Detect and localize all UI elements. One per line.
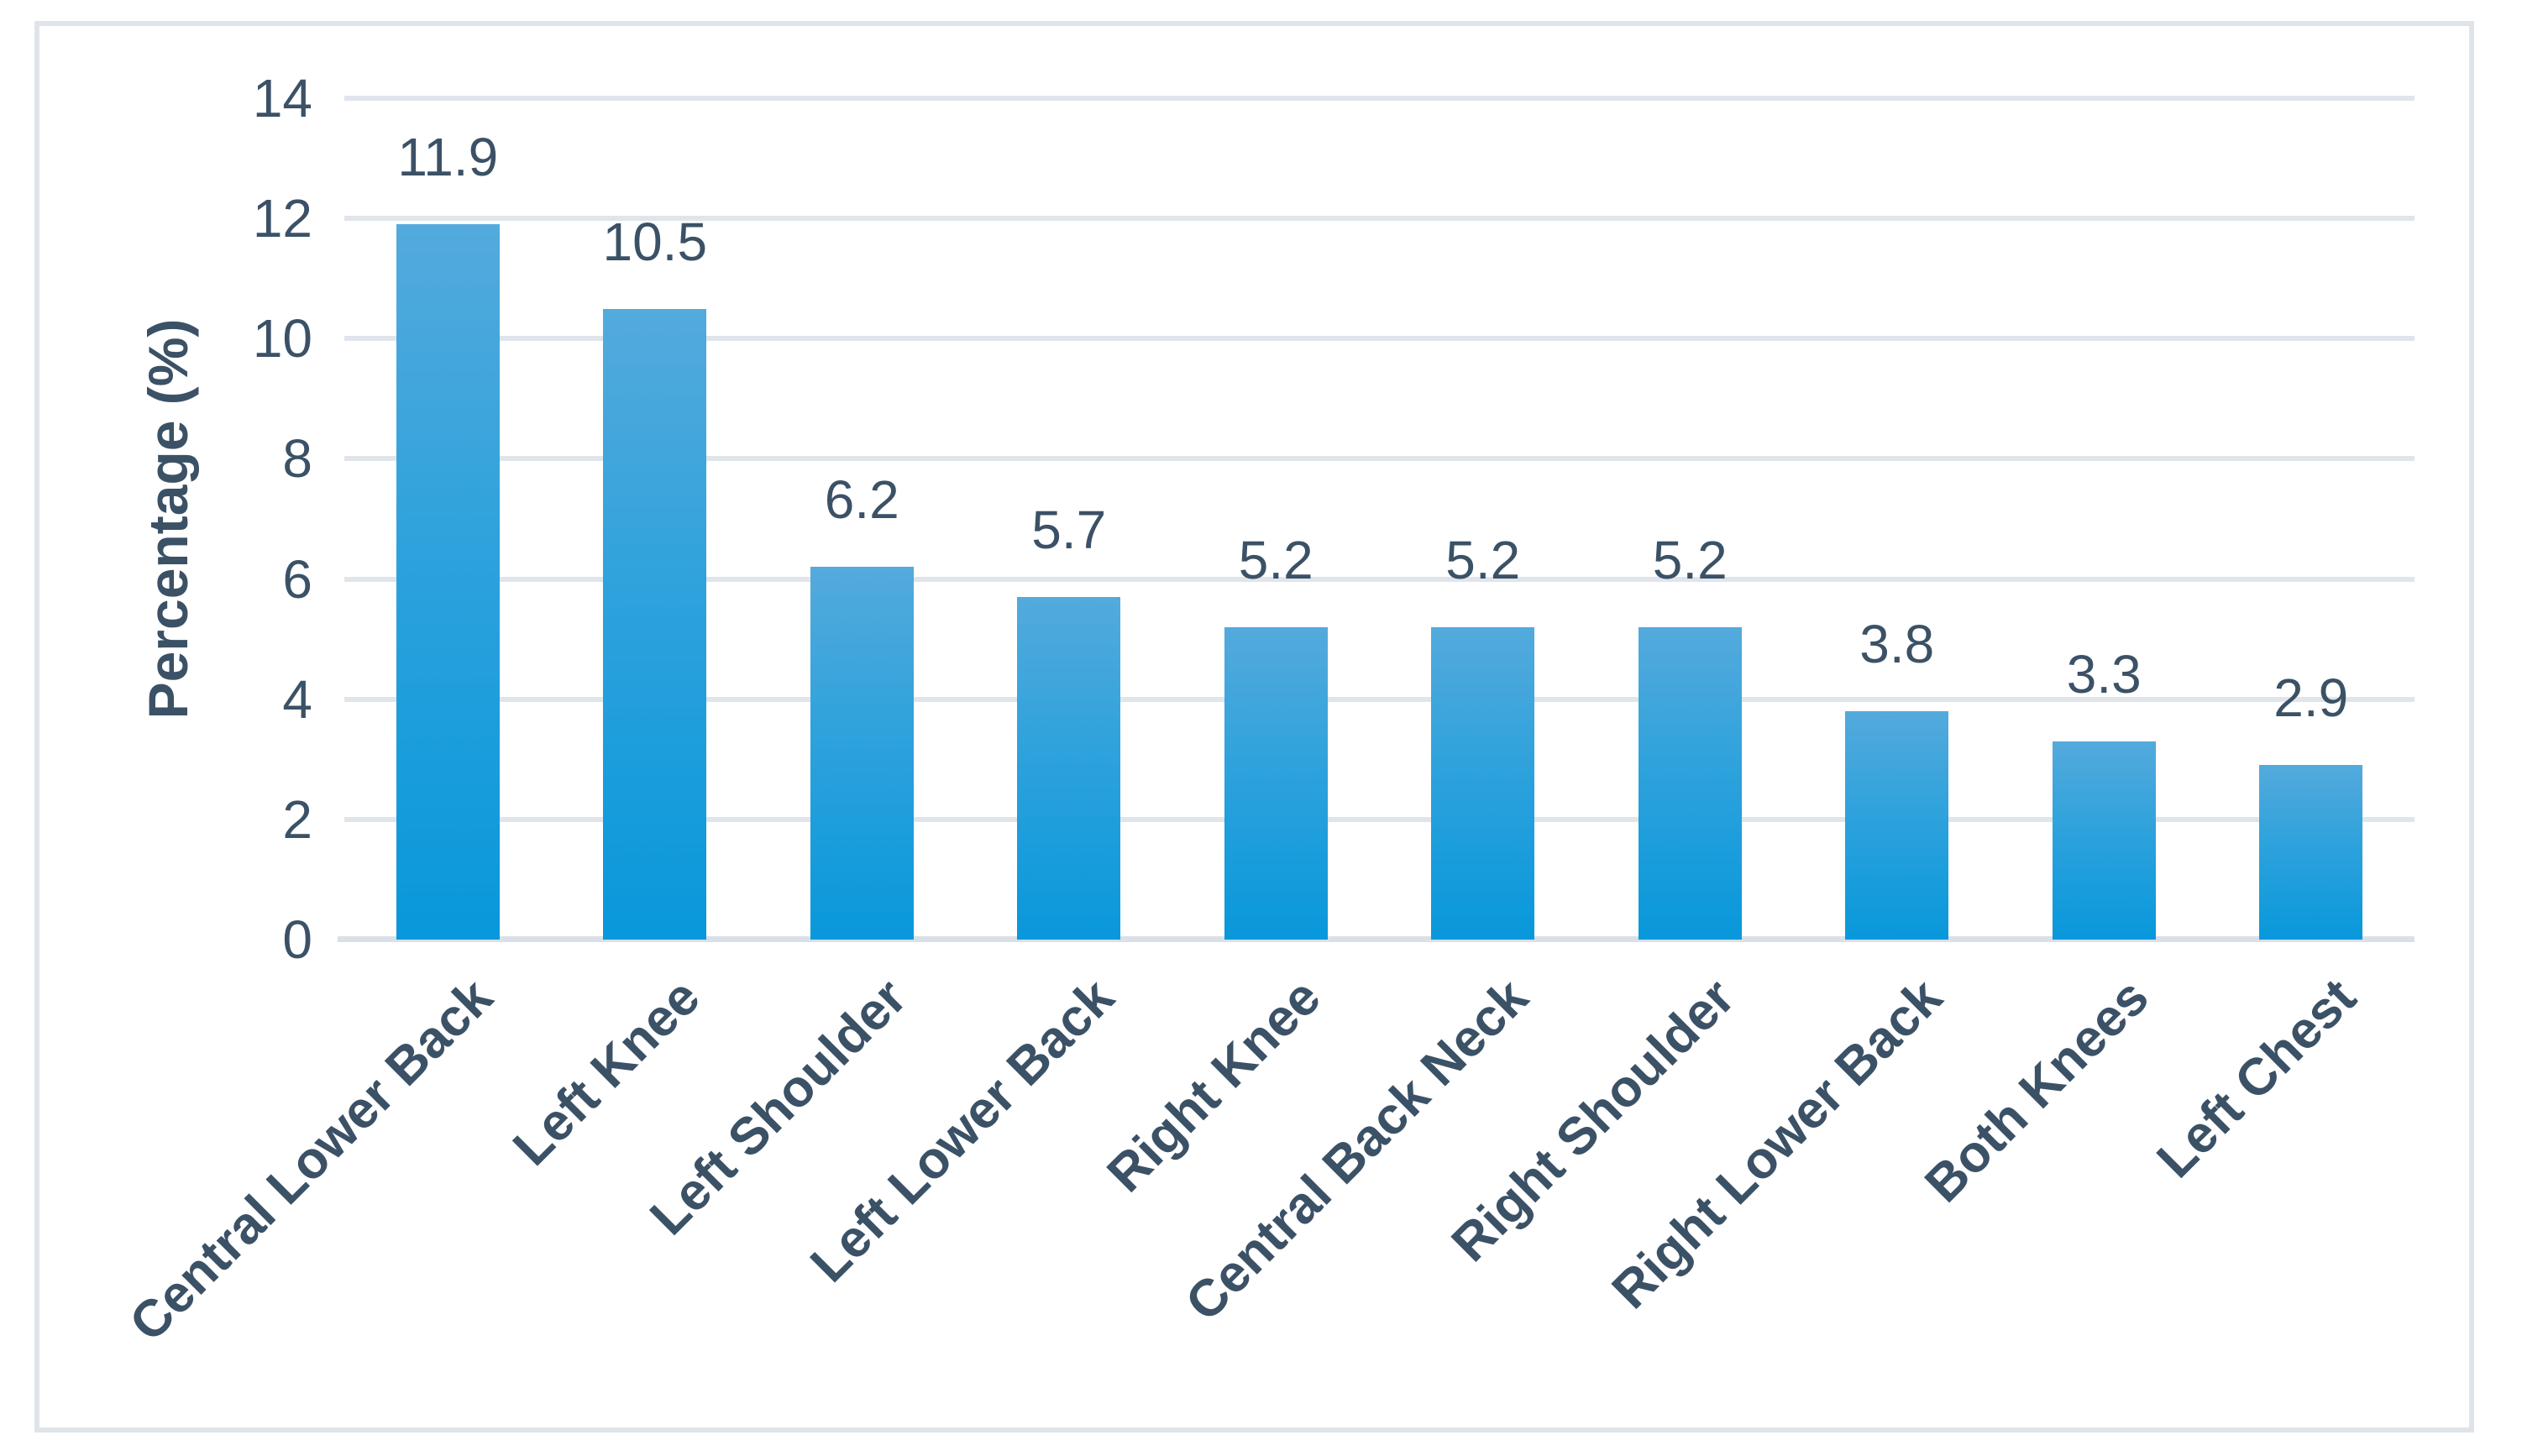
plot-area: 11.9 10.5 6.2 5.7 5.2 5.2 5.2 3.8 3.3 2.9 (338, 96, 2415, 942)
bar-right-shoulder (1638, 626, 1742, 940)
gridline (344, 216, 2415, 222)
y-tick-label-0: 0 (282, 909, 312, 970)
gridline (344, 96, 2415, 101)
y-tick-label-6: 6 (282, 548, 312, 610)
y-tick-label-14: 14 (252, 68, 312, 128)
bar-value-label: 6.2 (824, 469, 899, 531)
bar-left-knee (603, 308, 707, 940)
bar-value-label: 5.2 (1445, 529, 1521, 590)
bar-value-label: 5.2 (1238, 529, 1313, 590)
bar-left-lower-back (1017, 597, 1121, 940)
gridline (344, 576, 2415, 582)
y-tick-label-12: 12 (252, 188, 312, 249)
gridline (344, 696, 2415, 702)
gridline (344, 336, 2415, 342)
x-axis-line (338, 936, 2415, 942)
gridline (344, 816, 2415, 822)
bar-value-label: 3.3 (2066, 643, 2142, 704)
bar-central-lower-back (396, 224, 500, 940)
bar-value-label: 11.9 (397, 127, 499, 188)
bar-right-lower-back (1845, 711, 1949, 940)
y-tick-label-8: 8 (282, 428, 312, 490)
y-tick-label-2: 2 (282, 788, 312, 850)
y-tick-label-4: 4 (282, 668, 312, 730)
bar-right-knee (1224, 626, 1328, 940)
bar-left-chest (2259, 765, 2363, 940)
bar-both-knees (2052, 741, 2156, 940)
bar-value-label: 2.9 (2273, 668, 2349, 729)
bar-value-label: 3.8 (1859, 614, 1935, 675)
bar-value-label: 10.5 (602, 211, 708, 272)
bar-central-back-neck (1431, 626, 1535, 940)
bar-value-label: 5.7 (1031, 500, 1107, 561)
bar-left-shoulder (810, 567, 914, 940)
gridline (344, 456, 2415, 462)
bar-value-label: 5.2 (1652, 529, 1728, 590)
y-tick-label-10: 10 (252, 308, 312, 369)
